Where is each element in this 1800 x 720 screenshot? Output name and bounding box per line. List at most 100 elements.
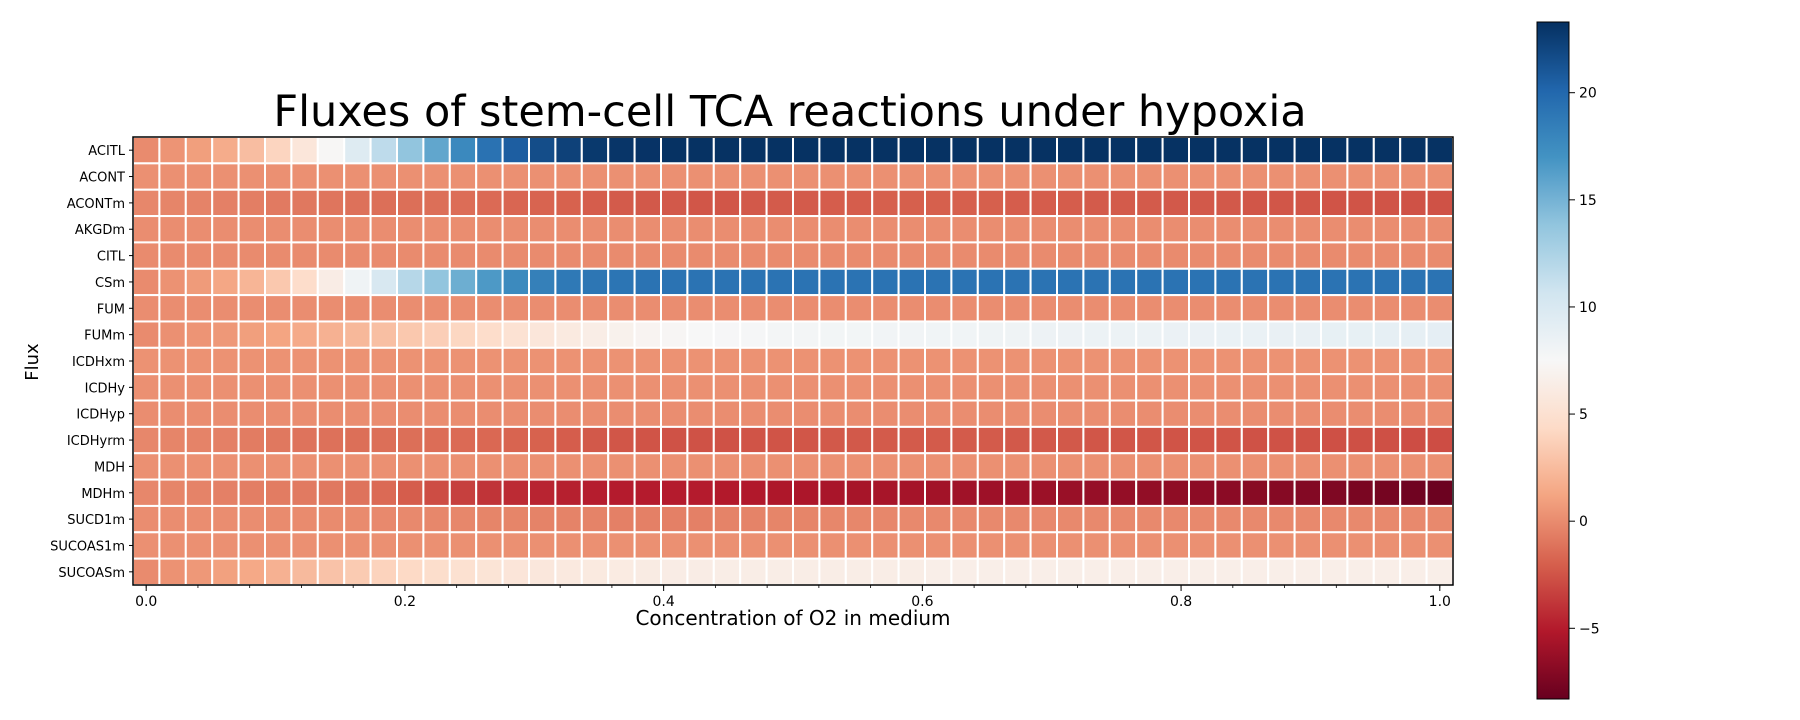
x-tick-label: 0.2 <box>394 594 416 610</box>
heatmap-cell <box>554 504 583 534</box>
heatmap-cell <box>264 162 293 191</box>
heatmap-cell <box>871 557 900 587</box>
heatmap-cell <box>633 241 662 270</box>
heatmap-cell <box>237 399 267 428</box>
heatmap-cell <box>1293 215 1322 244</box>
heatmap-cell <box>897 162 926 191</box>
heatmap-cell <box>1161 241 1190 270</box>
heatmap-cell <box>396 162 425 191</box>
heatmap-cell <box>422 294 451 323</box>
heatmap-cell <box>1108 215 1138 244</box>
row-label: ACITL <box>88 144 126 159</box>
heatmap-cell <box>1425 267 1454 297</box>
heatmap-cell <box>184 478 214 507</box>
colorbar-ticks: 20 15 10 5 0 −5 <box>1569 86 1600 637</box>
heatmap-cell <box>1188 215 1217 244</box>
heatmap-cell <box>1003 294 1032 323</box>
heatmap-cell <box>1320 504 1349 534</box>
heatmap-cell <box>422 346 451 376</box>
heatmap-cell <box>290 452 319 481</box>
heatmap-cell <box>422 478 451 507</box>
heatmap-cell <box>792 504 821 534</box>
heatmap-cell <box>660 188 689 218</box>
heatmap-cell <box>448 294 478 323</box>
heatmap-cell <box>950 425 979 455</box>
heatmap-cell <box>950 162 979 191</box>
heatmap-cell <box>396 504 425 534</box>
heatmap-cell <box>1320 215 1349 244</box>
heatmap-cell <box>290 162 319 191</box>
heatmap-cell <box>712 399 742 428</box>
heatmap-cell <box>686 346 715 376</box>
heatmap-cell <box>712 188 742 218</box>
heatmap-cell <box>1056 294 1085 323</box>
heatmap-cell <box>1372 452 1402 481</box>
heatmap-cell <box>316 452 346 481</box>
heatmap-cell <box>686 399 715 428</box>
heatmap-cell <box>290 188 319 218</box>
heatmap-cell <box>1293 452 1322 481</box>
heatmap-cell <box>1346 188 1375 218</box>
heatmap-cell <box>765 294 794 323</box>
heatmap-cell <box>1293 557 1322 587</box>
heatmap-cell <box>1425 504 1454 534</box>
heatmap-cell <box>950 215 979 244</box>
heatmap-cell <box>607 320 636 349</box>
heatmap-cell <box>1082 373 1111 402</box>
heatmap-cell <box>158 452 187 481</box>
heatmap-cell <box>1214 452 1243 481</box>
row-label: ICDHxm <box>72 355 125 370</box>
heatmap-cell <box>554 241 583 270</box>
heatmap-cell <box>1346 373 1375 402</box>
heatmap-cell <box>1188 557 1217 587</box>
heatmap-cell <box>158 136 187 165</box>
heatmap-cell <box>1135 557 1164 587</box>
heatmap-cell <box>712 531 742 560</box>
heatmap-cell <box>1372 557 1402 587</box>
heatmap-cell <box>765 478 794 507</box>
heatmap-cell <box>501 373 531 402</box>
x-tick-label: 1.0 <box>1429 594 1451 610</box>
heatmap-cell <box>501 452 531 481</box>
heatmap-cell <box>422 425 451 455</box>
heatmap-cell <box>607 346 636 376</box>
heatmap-cell <box>132 452 161 481</box>
heatmap-cell <box>1399 452 1428 481</box>
heatmap-cell <box>1029 136 1058 165</box>
heatmap-cell <box>1320 188 1349 218</box>
heatmap-cell <box>1082 504 1111 534</box>
heatmap-cell <box>1003 425 1032 455</box>
heatmap-cell <box>976 557 1006 587</box>
heatmap-cell <box>264 425 293 455</box>
heatmap-cell <box>1056 478 1085 507</box>
heatmap-cell <box>871 425 900 455</box>
heatmap-cell <box>712 557 742 587</box>
heatmap-cell <box>686 478 715 507</box>
heatmap-cell <box>1267 478 1296 507</box>
heatmap-cell <box>924 241 953 270</box>
heatmap-cell <box>844 478 874 507</box>
heatmap-cell <box>607 373 636 402</box>
heatmap-cell <box>950 531 979 560</box>
heatmap-cell <box>264 478 293 507</box>
heatmap-cell <box>1372 346 1402 376</box>
heatmap-cell <box>1346 294 1375 323</box>
heatmap-cell <box>976 399 1006 428</box>
heatmap-cell <box>686 188 715 218</box>
heatmap-cell <box>448 267 478 297</box>
heatmap-cell <box>343 136 372 165</box>
heatmap-cell <box>1108 320 1138 349</box>
heatmap-cell <box>686 241 715 270</box>
heatmap-cell <box>1003 373 1032 402</box>
heatmap-cell <box>1003 346 1032 376</box>
heatmap-cell <box>396 136 425 165</box>
heatmap-cell <box>132 346 161 376</box>
heatmap-cell <box>712 136 742 165</box>
heatmap-cell <box>422 188 451 218</box>
heatmap-cell <box>1320 452 1349 481</box>
heatmap-cell <box>211 373 240 402</box>
heatmap-cell <box>792 373 821 402</box>
heatmap-cell <box>184 452 214 481</box>
heatmap-cell <box>1135 425 1164 455</box>
heatmap-cell <box>1029 241 1058 270</box>
